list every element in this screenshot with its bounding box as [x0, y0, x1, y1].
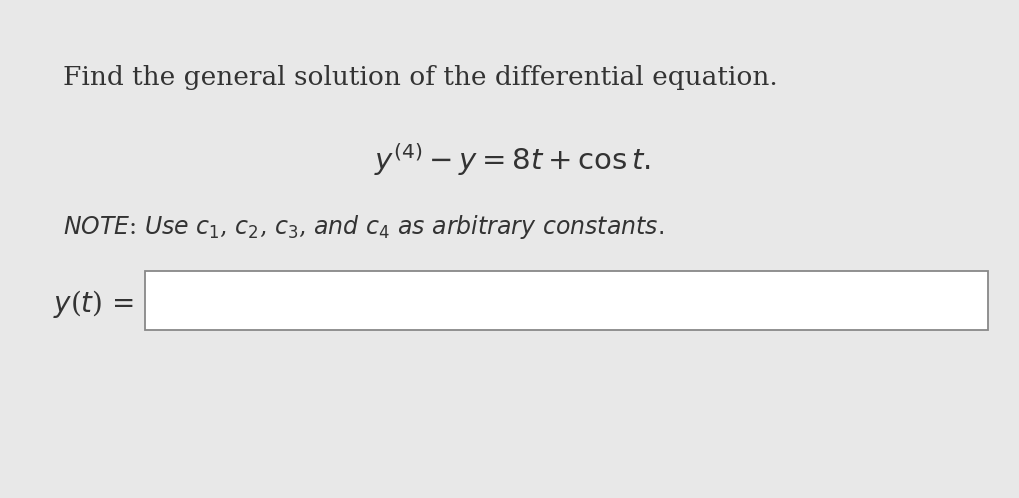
Text: $y^{(4)} - y = 8t + \cos t.$: $y^{(4)} - y = 8t + \cos t.$	[374, 141, 650, 178]
Text: $\it{y}$($\it{t}$) =: $\it{y}$($\it{t}$) =	[53, 288, 133, 320]
Text: $\it{NOTE}$: $\it{Use}$ $\it{c}_1$, $\it{c}_2$, $\it{c}_3$, $\it{and}$ $\it{c}_4: $\it{NOTE}$: $\it{Use}$ $\it{c}_1$, $\it…	[62, 213, 663, 241]
FancyBboxPatch shape	[145, 270, 987, 330]
Text: Find the general solution of the differential equation.: Find the general solution of the differe…	[62, 65, 776, 90]
